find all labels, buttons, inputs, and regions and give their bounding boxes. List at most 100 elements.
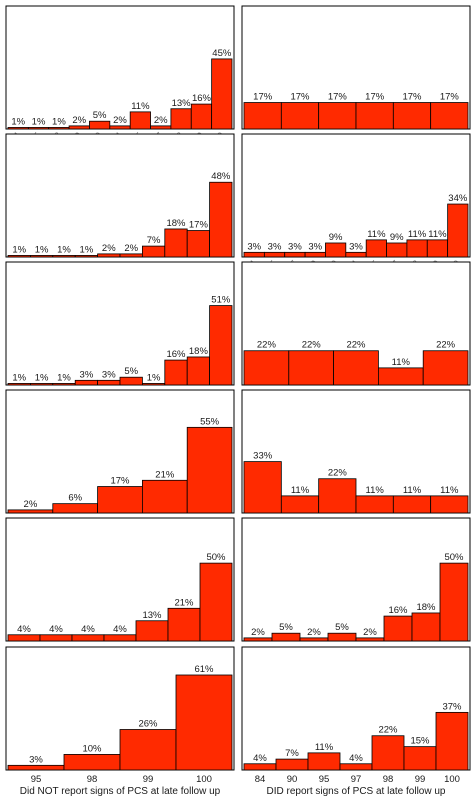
bar (129, 111, 151, 130)
bar (97, 486, 143, 514)
chart-title: Did NOT report signs of PCS at late foll… (20, 786, 221, 797)
bar (288, 350, 334, 386)
chart-panel-5: 1%841%871%893%903%945%951%9716%9818%9951… (5, 261, 235, 412)
bar (63, 754, 121, 771)
x-tick-label: 97 (351, 774, 362, 785)
value-label: 4% (81, 624, 95, 635)
value-label: 9% (390, 232, 404, 243)
bar (243, 763, 277, 771)
value-label: 1% (11, 116, 25, 127)
bar (175, 674, 233, 771)
bar (199, 562, 233, 642)
value-label: 4% (17, 624, 31, 635)
bar (386, 242, 408, 258)
bar (275, 758, 309, 771)
bar (371, 735, 405, 771)
value-label: 1% (147, 372, 161, 383)
bar (141, 479, 188, 514)
bar (243, 637, 273, 642)
value-label: 2% (24, 499, 38, 510)
value-label: 16% (166, 349, 186, 360)
bar (141, 245, 166, 258)
bar (318, 478, 357, 514)
value-label: 22% (257, 340, 277, 351)
bar (170, 108, 192, 130)
value-label: 3% (268, 241, 282, 252)
bar (333, 350, 379, 386)
value-label: 11% (403, 485, 422, 496)
bar (280, 102, 320, 130)
bar (89, 120, 111, 130)
value-label: 5% (124, 366, 138, 377)
bar (243, 251, 265, 258)
value-label: 11% (366, 485, 385, 496)
value-label: 2% (363, 627, 377, 638)
value-label: 3% (308, 241, 322, 252)
x-tick-label: 98 (87, 774, 98, 785)
bar (52, 255, 76, 258)
bar (119, 729, 177, 771)
bar (271, 632, 301, 642)
bar (211, 58, 233, 130)
bar (135, 620, 169, 642)
bar (383, 615, 413, 642)
bar (48, 127, 70, 130)
value-label: 17% (440, 92, 460, 103)
bar (164, 359, 188, 386)
value-label: 11% (408, 229, 427, 240)
bar (403, 746, 437, 771)
value-label: 1% (57, 372, 71, 383)
bar (27, 127, 50, 130)
bar (29, 383, 54, 386)
plot-frame (241, 133, 471, 258)
bar (426, 239, 449, 258)
x-tick-label: 99 (143, 774, 154, 785)
bar (103, 634, 137, 642)
bar (435, 711, 469, 771)
bar (186, 426, 233, 514)
value-label: 17% (189, 220, 209, 231)
value-label: 13% (172, 98, 192, 109)
value-label: 15% (410, 736, 430, 747)
value-label: 4% (253, 753, 267, 764)
bar (7, 634, 41, 642)
bar (243, 102, 282, 130)
x-tick-label: 95 (319, 774, 330, 785)
value-label: 21% (155, 469, 175, 480)
bar (422, 350, 469, 386)
value-label: 2% (307, 627, 321, 638)
bar (7, 255, 31, 258)
value-label: 3% (247, 241, 261, 252)
value-label: 5% (279, 622, 293, 633)
value-label: 10% (82, 743, 102, 754)
value-label: 48% (211, 171, 231, 182)
value-label: 2% (154, 115, 168, 126)
value-label: 7% (147, 235, 161, 246)
bar (243, 350, 290, 386)
bar (327, 632, 357, 642)
value-label: 22% (378, 725, 398, 736)
bar (392, 495, 432, 514)
value-label: 22% (436, 340, 456, 351)
value-label: 2% (124, 243, 138, 254)
value-label: 5% (93, 110, 107, 121)
value-label: 4% (113, 624, 127, 635)
value-label: 2% (72, 115, 86, 126)
value-label: 1% (35, 244, 49, 255)
bar (52, 503, 98, 514)
value-label: 16% (388, 605, 408, 616)
value-label: 3% (349, 241, 363, 252)
value-label: 1% (35, 372, 49, 383)
bar (280, 495, 320, 514)
value-label: 45% (212, 48, 232, 59)
value-label: 7% (285, 748, 299, 759)
value-label: 1% (57, 244, 71, 255)
x-tick-label: 95 (31, 774, 42, 785)
bar (318, 102, 357, 130)
value-label: 17% (365, 92, 385, 103)
value-label: 21% (174, 597, 194, 608)
